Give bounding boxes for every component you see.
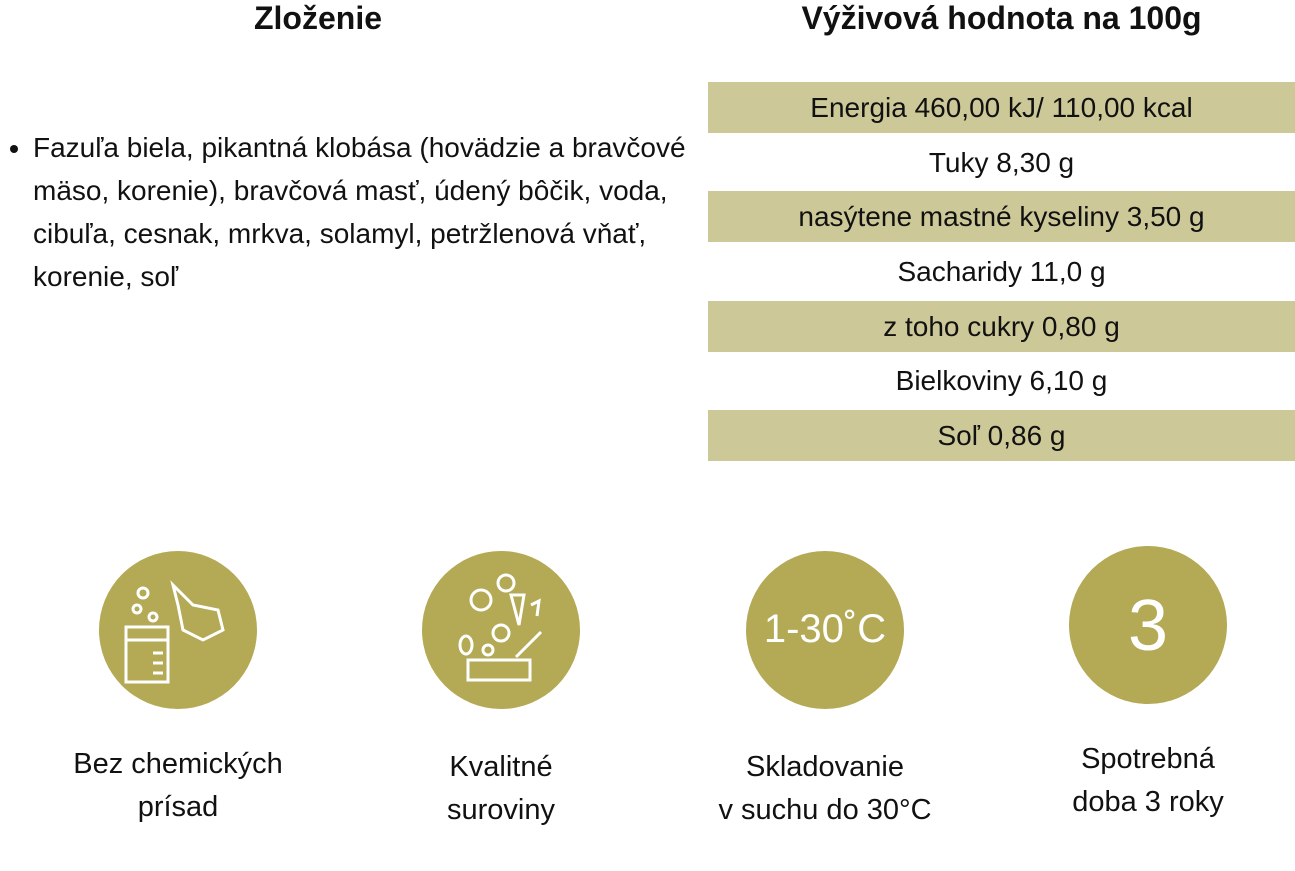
feature-label: Bez chemických prísad — [18, 743, 338, 829]
label-line: Skladovanie — [746, 751, 904, 783]
nutrition-row: z toho cukry 0,80 g — [708, 300, 1295, 352]
feature: 1-30˚C Skladovanie v suchu do 30°C — [665, 545, 985, 832]
nutrition-row: Energia 460,00 kJ/ 110,00 kcal — [708, 82, 1295, 133]
label-line: doba 3 roky — [1072, 786, 1224, 818]
nutrition-table: Energia 460,00 kJ/ 110,00 kcal Tuky 8,30 … — [708, 82, 1295, 465]
nutrition-row: nasýtene mastné kyseliny 3,50 g — [708, 191, 1295, 243]
label-line: v suchu do 30°C — [718, 794, 932, 826]
feature: Bez chemických prísad — [18, 545, 338, 829]
icon-text: 1-30˚C — [764, 607, 886, 651]
feature: 3 Spotrebná doba 3 roky — [988, 540, 1295, 824]
label-line: prísad — [137, 791, 219, 823]
feature-label: Skladovanie v suchu do 30°C — [665, 746, 985, 832]
nutrition-title: Výživová hodnota na 100g — [801, 0, 1202, 36]
icon: 3 — [1069, 546, 1227, 704]
ingredients-list: Fazuľa biela, pikantná klobása (hovädzie… — [0, 126, 693, 298]
icon — [99, 551, 257, 709]
nutrition-row: Sacharidy 11,0 g — [897, 256, 1106, 288]
nutrition-row: Bielkoviny 6,10 g — [895, 365, 1108, 397]
label-line: suroviny — [447, 794, 555, 826]
composition-title: Zloženie — [253, 0, 382, 36]
nutrition-row: Tuky 8,30 g — [928, 146, 1075, 178]
label-line: Kvalitné — [449, 751, 553, 783]
icon — [422, 551, 580, 709]
ingredients: Fazuľa biela, pikantná klobása (hovädzie… — [33, 126, 693, 298]
label-line: Bez chemických — [73, 748, 283, 780]
feature-label: Kvalitné suroviny — [341, 746, 661, 832]
feature: Kvalitné suroviny — [341, 545, 661, 832]
icon-text: 3 — [1128, 586, 1168, 666]
nutrition-row: Soľ 0,86 g — [708, 410, 1295, 462]
icon: 1-30˚C — [746, 551, 904, 709]
label-line: Spotrebná — [1081, 743, 1215, 775]
feature-label: Spotrebná doba 3 roky — [988, 738, 1295, 824]
